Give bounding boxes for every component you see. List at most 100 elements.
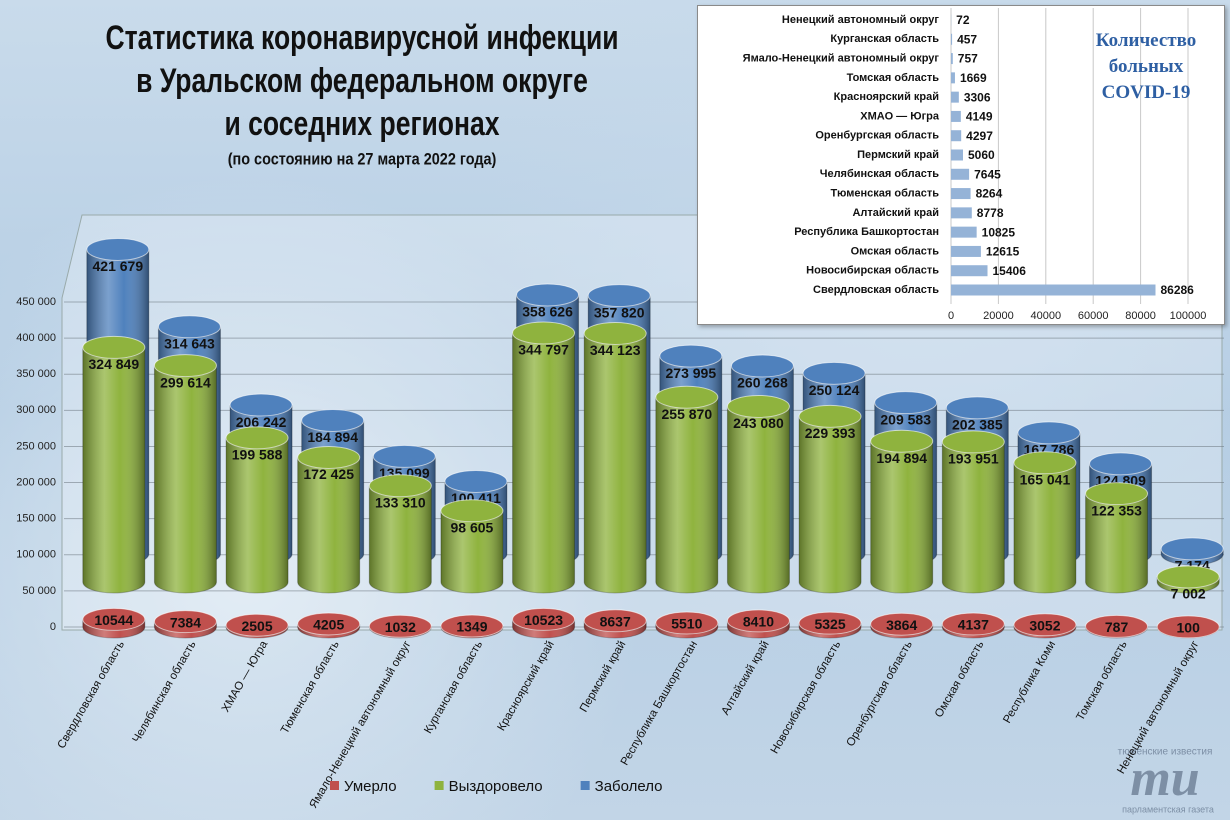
cylinder-shading	[226, 437, 289, 593]
value-label: 98 605	[451, 519, 494, 535]
cylinder-top	[440, 614, 504, 638]
y-tick-label: 450 000	[16, 296, 56, 308]
inset-title: Количество больных COVID-19	[1095, 30, 1197, 103]
title-line: Статистика коронавирусной инфекции	[105, 19, 618, 57]
value-label: 184 894	[307, 429, 358, 445]
y-tick-label: 400 000	[16, 332, 56, 344]
value-label: 10523	[524, 612, 563, 628]
y-tick-label: 250 000	[16, 440, 56, 452]
cylinder-top	[82, 607, 146, 631]
cylinder-top	[587, 284, 651, 308]
cylinder-top	[368, 474, 432, 498]
value-label: 199 588	[232, 447, 283, 463]
bar	[951, 33, 953, 45]
value-label: 5325	[814, 616, 845, 632]
value-label: 787	[1105, 619, 1129, 635]
x-tick-label: Челябинская область	[131, 639, 199, 745]
value-label: 10825	[982, 225, 1016, 239]
value-label: 421 679	[93, 258, 144, 274]
cylinder-top	[1089, 452, 1153, 476]
bar	[951, 91, 959, 103]
logo-bottom: парламентская газета	[1122, 804, 1214, 814]
x-tick-label: Тюменская область	[279, 639, 342, 736]
y-tick-label: Оренбургская область	[815, 130, 939, 142]
cylinder-top	[444, 469, 508, 493]
cylinder-shading	[799, 416, 862, 593]
value-label: 250 124	[809, 382, 860, 398]
x-tick-label: Омская область	[933, 639, 987, 720]
y-tick-label: 100 000	[16, 549, 56, 561]
y-tick-label: Ненецкий автономный округ	[782, 14, 939, 26]
value-label: 358 626	[522, 304, 573, 320]
value-label: 757	[958, 52, 978, 66]
cylinder-top	[153, 354, 217, 378]
cylinder-top	[440, 499, 504, 523]
cylinder-top	[870, 429, 934, 453]
cylinder-top	[655, 611, 719, 635]
x-tick-label: Курганская область	[422, 639, 485, 736]
bar	[951, 149, 963, 161]
cylinder-top	[82, 335, 146, 359]
value-label: 3864	[886, 617, 917, 633]
value-label: 172 425	[303, 466, 354, 482]
cylinder-shading	[1157, 576, 1220, 593]
cylinder-top	[655, 385, 719, 409]
cylinder-top	[1017, 421, 1081, 445]
cylinder-shading	[440, 510, 503, 593]
value-label: 209 583	[880, 411, 931, 427]
x-tick-label: Новосибирская область	[769, 639, 843, 756]
y-tick-label: Свердловская область	[813, 284, 939, 296]
value-label: 8410	[743, 614, 774, 630]
title-line: в Уральском федеральном округе	[136, 62, 588, 100]
y-tick-label: Пермский край	[857, 149, 939, 161]
x-tick-label: ХМАО — Югра	[220, 638, 271, 714]
value-label: 206 242	[236, 414, 287, 430]
title: Статистика коронавирусной инфекции в Ура…	[105, 19, 618, 143]
y-tick-label: 350 000	[16, 368, 56, 380]
y-tick-label: Тюменская область	[830, 187, 939, 199]
cylinder-top	[802, 361, 866, 385]
cylinder-top	[512, 321, 576, 345]
y-tick-label: ХМАО — Югра	[860, 110, 940, 122]
value-label: 5510	[671, 616, 702, 632]
y-tick-label: 50 000	[22, 585, 56, 597]
value-label: 4137	[958, 617, 989, 633]
cylinder-shading	[942, 624, 1005, 638]
cylinder-shading	[799, 623, 862, 638]
cylinder-shading	[82, 619, 145, 638]
cylinder-top	[1156, 615, 1220, 639]
value-label: 100	[1177, 620, 1201, 636]
x-tick-label: Республика Коми	[1001, 639, 1058, 725]
value-label: 8637	[600, 613, 631, 629]
x-tick-label: Республика Башкортостан	[619, 639, 700, 768]
value-label: 344 123	[590, 342, 641, 358]
value-label: 7645	[974, 167, 1001, 181]
cylinder-shading	[584, 620, 647, 638]
value-label: 5060	[968, 148, 995, 162]
y-tick-label: Ямало-Ненецкий автономный округ	[743, 52, 940, 64]
x-tick-label: Пермский край	[578, 639, 628, 714]
cylinder-top	[516, 283, 580, 307]
cylinder-top	[297, 445, 361, 469]
cylinder-top	[1085, 482, 1149, 506]
cylinder-top	[874, 391, 938, 415]
x-tick-label: Томская область	[1074, 639, 1129, 723]
cylinder-top	[945, 396, 1009, 420]
value-label: 260 268	[737, 375, 788, 391]
inset-chart: 0 20000 40000 60000 80000 100000 Ненецкий авто…	[697, 5, 1225, 325]
cylinder-top	[798, 404, 862, 428]
cylinder-top	[583, 321, 647, 345]
value-label: 344 797	[518, 342, 569, 358]
cylinder-top	[798, 611, 862, 635]
cylinder-top	[1085, 614, 1149, 638]
bar	[951, 284, 1156, 296]
x-tick-label: Красноярский край	[496, 639, 557, 733]
bar	[951, 188, 971, 200]
bar	[951, 53, 953, 65]
y-tick-label: 200 000	[16, 476, 56, 488]
value-label: 194 894	[876, 450, 927, 466]
cylinder-top	[730, 354, 794, 378]
value-label: 8264	[976, 187, 1003, 201]
value-label: 15406	[993, 264, 1027, 278]
